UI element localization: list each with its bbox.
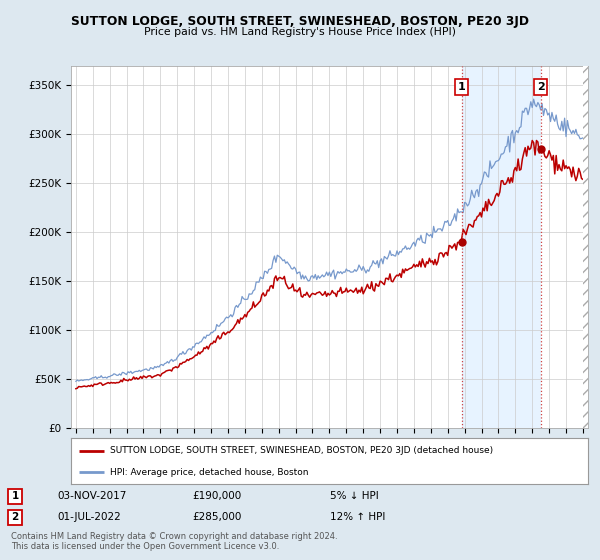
Text: 2: 2 xyxy=(537,82,545,92)
Bar xyxy=(583,66,592,428)
Text: SUTTON LODGE, SOUTH STREET, SWINESHEAD, BOSTON, PE20 3JD: SUTTON LODGE, SOUTH STREET, SWINESHEAD, … xyxy=(71,15,529,28)
Text: HPI: Average price, detached house, Boston: HPI: Average price, detached house, Bost… xyxy=(110,468,308,477)
Text: 1: 1 xyxy=(11,492,19,501)
Text: 5% ↓ HPI: 5% ↓ HPI xyxy=(330,492,379,501)
Text: £285,000: £285,000 xyxy=(192,512,241,522)
Text: This data is licensed under the Open Government Licence v3.0.: This data is licensed under the Open Gov… xyxy=(11,542,279,551)
Text: 01-JUL-2022: 01-JUL-2022 xyxy=(57,512,121,522)
Text: 03-NOV-2017: 03-NOV-2017 xyxy=(57,492,127,501)
Text: Contains HM Land Registry data © Crown copyright and database right 2024.: Contains HM Land Registry data © Crown c… xyxy=(11,532,337,541)
Bar xyxy=(462,66,541,428)
Text: 12% ↑ HPI: 12% ↑ HPI xyxy=(330,512,385,522)
Text: 1: 1 xyxy=(458,82,466,92)
Text: £190,000: £190,000 xyxy=(192,492,241,501)
Text: SUTTON LODGE, SOUTH STREET, SWINESHEAD, BOSTON, PE20 3JD (detached house): SUTTON LODGE, SOUTH STREET, SWINESHEAD, … xyxy=(110,446,493,455)
Text: 2: 2 xyxy=(11,512,19,522)
Text: Price paid vs. HM Land Registry's House Price Index (HPI): Price paid vs. HM Land Registry's House … xyxy=(144,27,456,38)
